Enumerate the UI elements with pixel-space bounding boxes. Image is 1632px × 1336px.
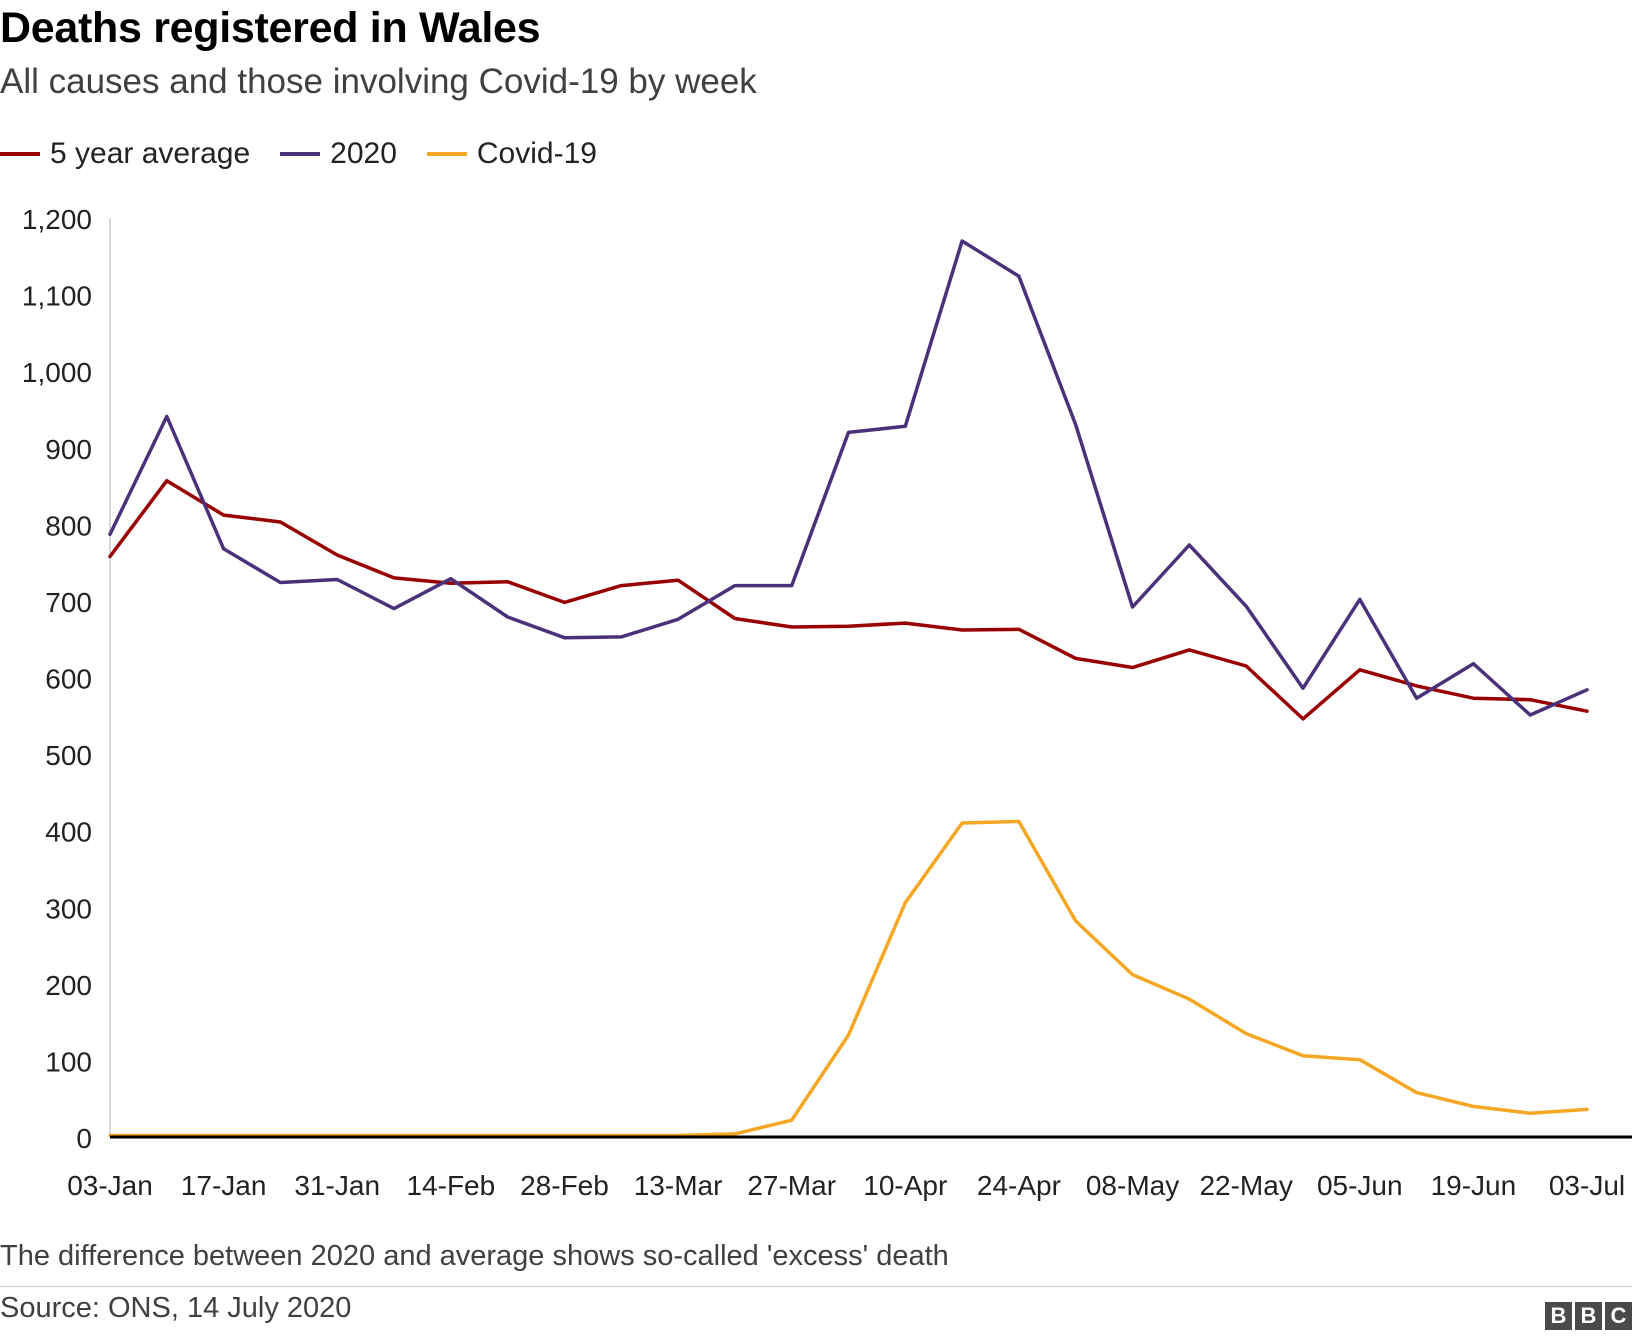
legend-swatch-covid-19 — [426, 152, 467, 156]
footer-divider — [0, 1286, 1632, 1287]
x-tick-label: 24-Apr — [977, 1170, 1061, 1201]
legend-label: Covid-19 — [476, 137, 597, 170]
legend-swatch-2020 — [280, 152, 321, 156]
y-tick-label: 1,100 — [22, 281, 92, 312]
y-tick-label: 500 — [45, 740, 92, 771]
series-line-covid-19 — [108, 819, 1589, 1138]
legend: 5 year average 2020 Covid-19 — [0, 134, 627, 174]
x-tick-label: 05-Jun — [1317, 1170, 1403, 1201]
legend-item-2020: 2020 — [280, 137, 397, 171]
x-tick-label: 10-Apr — [863, 1170, 947, 1201]
x-tick-label: 03-Jan — [67, 1170, 153, 1201]
y-tick-label: 600 — [45, 664, 92, 695]
y-tick-label: 700 — [45, 587, 92, 618]
y-tick-label: 0 — [76, 1123, 92, 1154]
legend-label: 2020 — [330, 137, 397, 170]
chart-subtitle: All causes and those involving Covid-19 … — [0, 62, 757, 101]
x-tick-label: 08-May — [1086, 1170, 1179, 1201]
logo-letter: B — [1545, 1302, 1572, 1330]
x-tick-label: 27-Mar — [747, 1170, 836, 1201]
series-line-5-year-average — [108, 478, 1589, 721]
x-tick-label: 14-Feb — [406, 1170, 495, 1201]
x-tick-label: 13-Mar — [634, 1170, 723, 1201]
x-tick-label: 03-Jul — [1549, 1170, 1625, 1201]
y-tick-label: 800 — [45, 510, 92, 541]
chart-title: Deaths registered in Wales — [0, 4, 541, 52]
bbc-logo: B B C — [1545, 1302, 1632, 1330]
legend-item-5-year-average: 5 year average — [0, 137, 250, 171]
y-tick-label: 900 — [45, 434, 92, 465]
legend-item-covid-19: Covid-19 — [426, 137, 597, 171]
x-tick-label: 17-Jan — [181, 1170, 267, 1201]
x-tick-label: 19-Jun — [1431, 1170, 1517, 1201]
chart-note: The difference between 2020 and average … — [0, 1240, 949, 1272]
y-tick-label: 300 — [45, 893, 92, 924]
y-tick-label: 1,000 — [22, 357, 92, 388]
legend-label: 5 year average — [50, 137, 251, 170]
legend-swatch-5-year-average — [0, 152, 40, 156]
y-tick-label: 100 — [45, 1046, 92, 1077]
y-tick-label: 400 — [45, 817, 92, 848]
source-text: Source: ONS, 14 July 2020 — [0, 1292, 352, 1324]
x-tick-label: 28-Feb — [520, 1170, 609, 1201]
y-tick-label: 200 — [45, 970, 92, 1001]
x-tick-label: 31-Jan — [294, 1170, 380, 1201]
series-line-2020 — [108, 239, 1589, 717]
y-tick-label: 1,200 — [22, 204, 92, 235]
line-chart: 0 100 200 300 400 500 600 700 800 900 1,000 1,100 1,… — [22, 204, 1632, 1201]
x-tick-label: 22-May — [1199, 1170, 1292, 1201]
logo-letter: B — [1575, 1302, 1602, 1330]
logo-letter: C — [1605, 1302, 1632, 1330]
